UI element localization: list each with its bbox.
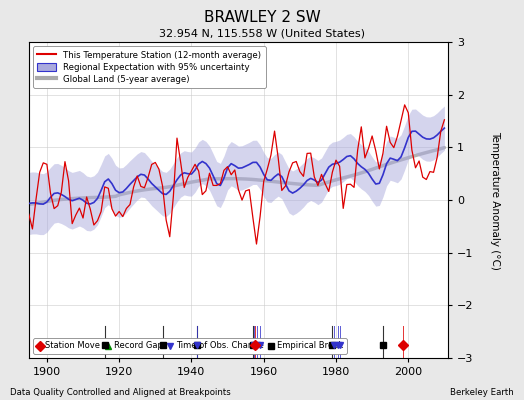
Text: BRAWLEY 2 SW: BRAWLEY 2 SW bbox=[204, 10, 320, 25]
Y-axis label: Temperature Anomaly (°C): Temperature Anomaly (°C) bbox=[490, 130, 500, 270]
Text: Berkeley Earth: Berkeley Earth bbox=[450, 388, 514, 397]
Legend: Station Move, Record Gap, Time of Obs. Change, Empirical Break: Station Move, Record Gap, Time of Obs. C… bbox=[33, 338, 347, 354]
Text: 32.954 N, 115.558 W (United States): 32.954 N, 115.558 W (United States) bbox=[159, 28, 365, 38]
Text: Data Quality Controlled and Aligned at Breakpoints: Data Quality Controlled and Aligned at B… bbox=[10, 388, 231, 397]
